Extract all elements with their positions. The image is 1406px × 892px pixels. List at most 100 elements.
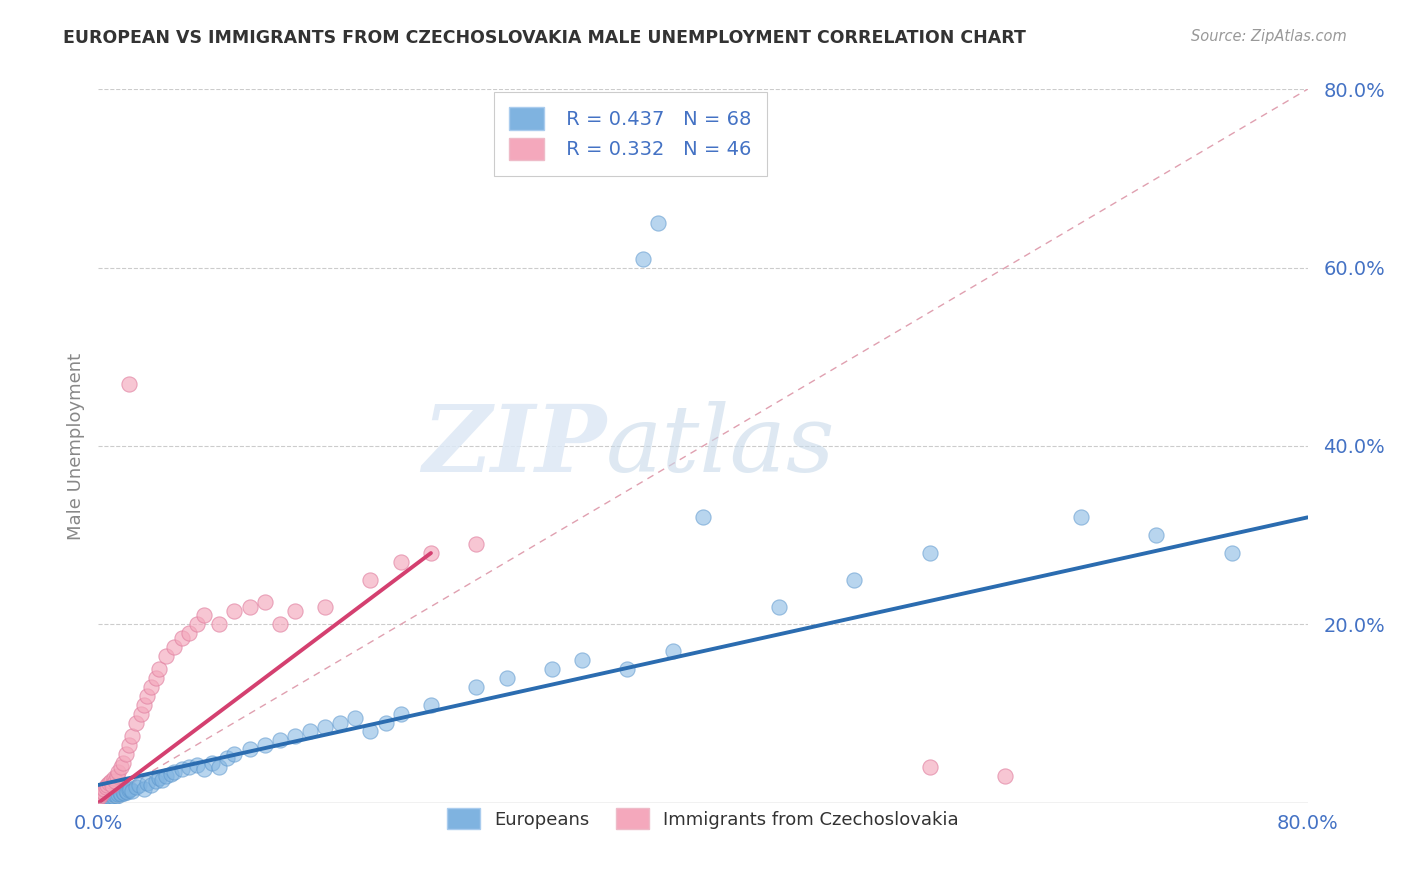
Point <box>118 783 141 797</box>
Point <box>420 698 443 712</box>
Point <box>540 662 562 676</box>
Point <box>495 671 517 685</box>
Point <box>389 706 412 721</box>
Point <box>107 764 129 779</box>
Point <box>1070 510 1092 524</box>
Point <box>193 762 215 776</box>
Point <box>112 786 135 800</box>
Point <box>145 671 167 685</box>
Point <box>114 747 136 761</box>
Point <box>344 711 367 725</box>
Point <box>253 595 276 609</box>
Point <box>170 631 193 645</box>
Point <box>224 747 246 761</box>
Point <box>115 785 138 799</box>
Point <box>108 786 131 800</box>
Point <box>104 788 127 802</box>
Point <box>768 599 790 614</box>
Point <box>155 648 177 663</box>
Point <box>631 252 654 266</box>
Point <box>647 216 669 230</box>
Point <box>141 680 163 694</box>
Point <box>148 662 170 676</box>
Point <box>103 789 125 804</box>
Point <box>215 751 238 765</box>
Point <box>94 780 117 794</box>
Point <box>111 785 134 799</box>
Point <box>96 778 118 792</box>
Point <box>129 706 152 721</box>
Point <box>104 773 127 788</box>
Point <box>100 790 122 805</box>
Point <box>239 742 262 756</box>
Point <box>284 604 307 618</box>
Point <box>110 787 132 801</box>
Legend: Europeans, Immigrants from Czechoslovakia: Europeans, Immigrants from Czechoslovaki… <box>433 794 973 844</box>
Point <box>193 608 215 623</box>
Point <box>121 784 143 798</box>
Point <box>208 617 231 632</box>
Point <box>329 715 352 730</box>
Y-axis label: Male Unemployment: Male Unemployment <box>66 352 84 540</box>
Point <box>118 738 141 752</box>
Point <box>107 787 129 801</box>
Text: ZIP: ZIP <box>422 401 606 491</box>
Point <box>299 724 322 739</box>
Point <box>163 764 186 779</box>
Point <box>135 689 157 703</box>
Point <box>87 796 110 810</box>
Point <box>269 617 291 632</box>
Point <box>314 599 336 614</box>
Point <box>101 778 124 792</box>
Point <box>994 769 1017 783</box>
Point <box>160 767 183 781</box>
Point <box>389 555 412 569</box>
Point <box>89 789 111 803</box>
Point <box>284 729 307 743</box>
Point <box>155 769 177 783</box>
Point <box>465 680 488 694</box>
Text: atlas: atlas <box>606 401 835 491</box>
Point <box>186 617 208 632</box>
Point <box>314 720 336 734</box>
Point <box>87 791 110 805</box>
Point <box>224 604 246 618</box>
Point <box>111 756 134 770</box>
Point <box>96 790 118 805</box>
Point <box>132 698 155 712</box>
Point <box>105 769 128 783</box>
Point <box>150 772 173 787</box>
Point <box>118 376 141 391</box>
Point <box>120 782 142 797</box>
Point <box>360 724 382 739</box>
Point <box>616 662 638 676</box>
Point <box>94 791 117 805</box>
Point <box>103 771 125 785</box>
Point <box>201 756 224 770</box>
Point <box>1220 546 1243 560</box>
Point <box>90 793 112 807</box>
Point <box>105 789 128 803</box>
Point <box>100 773 122 788</box>
Text: EUROPEAN VS IMMIGRANTS FROM CZECHOSLOVAKIA MALE UNEMPLOYMENT CORRELATION CHART: EUROPEAN VS IMMIGRANTS FROM CZECHOSLOVAK… <box>63 29 1026 46</box>
Point <box>239 599 262 614</box>
Point <box>253 738 276 752</box>
Point <box>179 760 201 774</box>
Point <box>918 760 941 774</box>
Point <box>98 776 121 790</box>
Point <box>661 644 683 658</box>
Point <box>186 758 208 772</box>
Point <box>125 715 148 730</box>
Point <box>170 762 193 776</box>
Point <box>1144 528 1167 542</box>
Point <box>135 776 157 790</box>
Point <box>360 573 382 587</box>
Point <box>128 778 150 792</box>
Text: Source: ZipAtlas.com: Source: ZipAtlas.com <box>1191 29 1347 44</box>
Point <box>163 640 186 654</box>
Point <box>374 715 396 730</box>
Point <box>918 546 941 560</box>
Point <box>465 537 488 551</box>
Point <box>110 760 132 774</box>
Point <box>844 573 866 587</box>
